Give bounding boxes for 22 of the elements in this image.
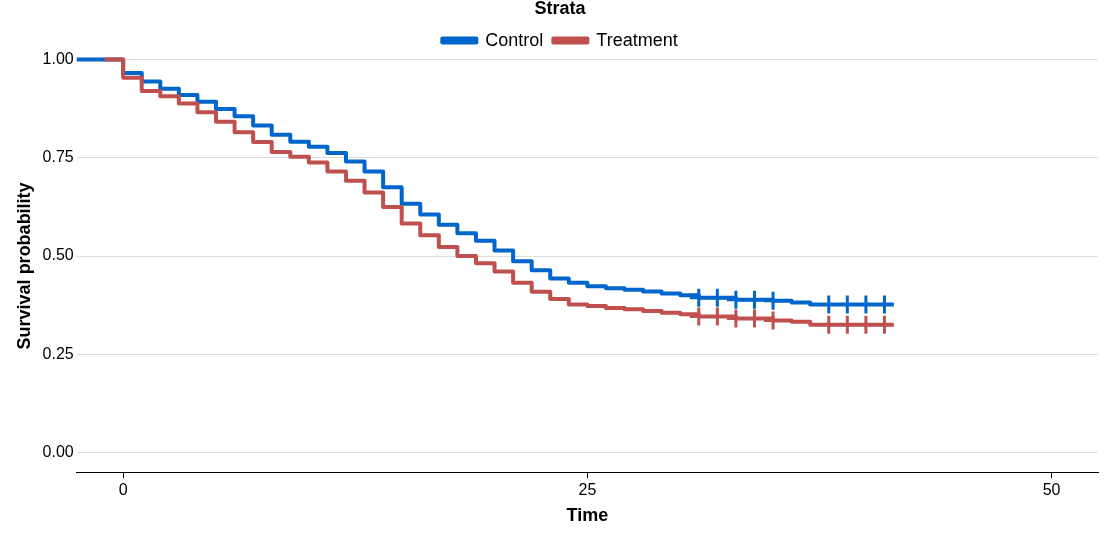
legend-title: Strata (534, 0, 587, 18)
point (855, 314, 877, 336)
y-tick-label: 0.50 (42, 246, 74, 264)
x-axis-title: Time (566, 505, 609, 526)
point (688, 287, 710, 309)
point (836, 314, 858, 336)
x-tick-label: 25 (578, 481, 597, 499)
x-tick-label: 50 (1042, 481, 1061, 499)
point (706, 287, 728, 309)
point (873, 314, 895, 336)
legend-label: Treatment (596, 29, 678, 50)
legend-label: Control (485, 29, 544, 50)
y-tick-label: 1.00 (42, 50, 74, 68)
point (743, 289, 765, 311)
point (762, 290, 784, 312)
point (818, 314, 840, 336)
y-tick-label: 0.25 (42, 344, 74, 362)
point (725, 289, 747, 311)
y-tick-label: 0.00 (42, 442, 74, 460)
x-tick-label: 0 (118, 481, 128, 499)
y-tick-label: 0.75 (42, 148, 74, 166)
y-axis-title: Survival probability (13, 182, 34, 350)
